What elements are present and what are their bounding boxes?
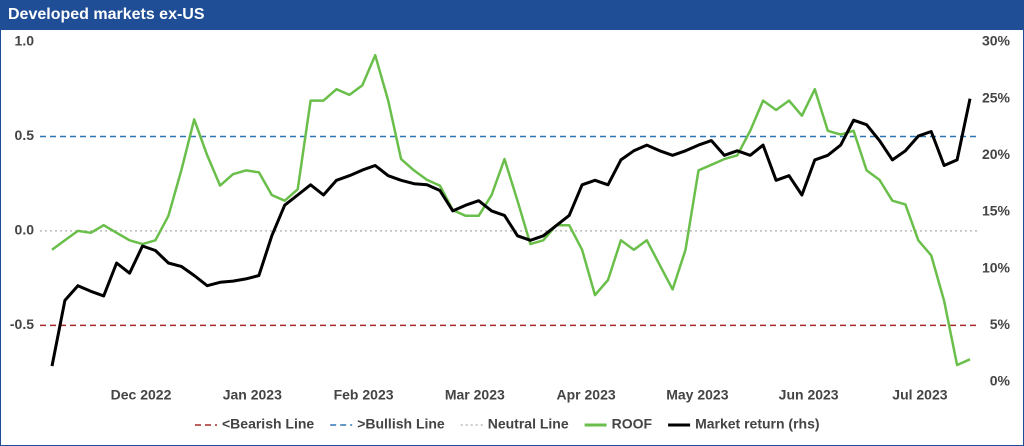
legend-label: >Bullish Line [357,416,445,432]
y2-tick-label: 30% [982,33,1011,49]
title-bar [0,0,1024,30]
y2-tick-label: 5% [990,316,1011,332]
y2-tick-label: 25% [982,89,1011,105]
y-tick-label: 0.0 [15,222,35,238]
y2-tick-label: 10% [982,259,1011,275]
legend-label: ROOF [612,416,653,432]
x-tick-label: May 2023 [666,387,728,403]
y2-tick-label: 0% [990,373,1011,389]
legend-label: Neutral Line [488,416,569,432]
x-tick-label: Dec 2022 [111,387,172,403]
x-tick-label: Jan 2023 [223,387,282,403]
y-tick-label: 1.0 [15,33,35,49]
chart-title: Developed markets ex-US [8,6,205,23]
x-tick-label: Jun 2023 [779,387,839,403]
x-tick-label: Feb 2023 [334,387,394,403]
y-tick-label: -0.5 [10,316,34,332]
series-line [50,98,972,367]
series-line [51,53,971,367]
legend-label: <Bearish Line [222,416,314,432]
x-tick-label: Jul 2023 [892,387,947,403]
y-tick-label: 0.5 [15,127,35,143]
y2-tick-label: 20% [982,146,1011,162]
y2-tick-label: 15% [982,203,1011,219]
legend-label: Market return (rhs) [695,416,819,432]
x-tick-label: Mar 2023 [445,387,505,403]
x-tick-label: Apr 2023 [557,387,616,403]
